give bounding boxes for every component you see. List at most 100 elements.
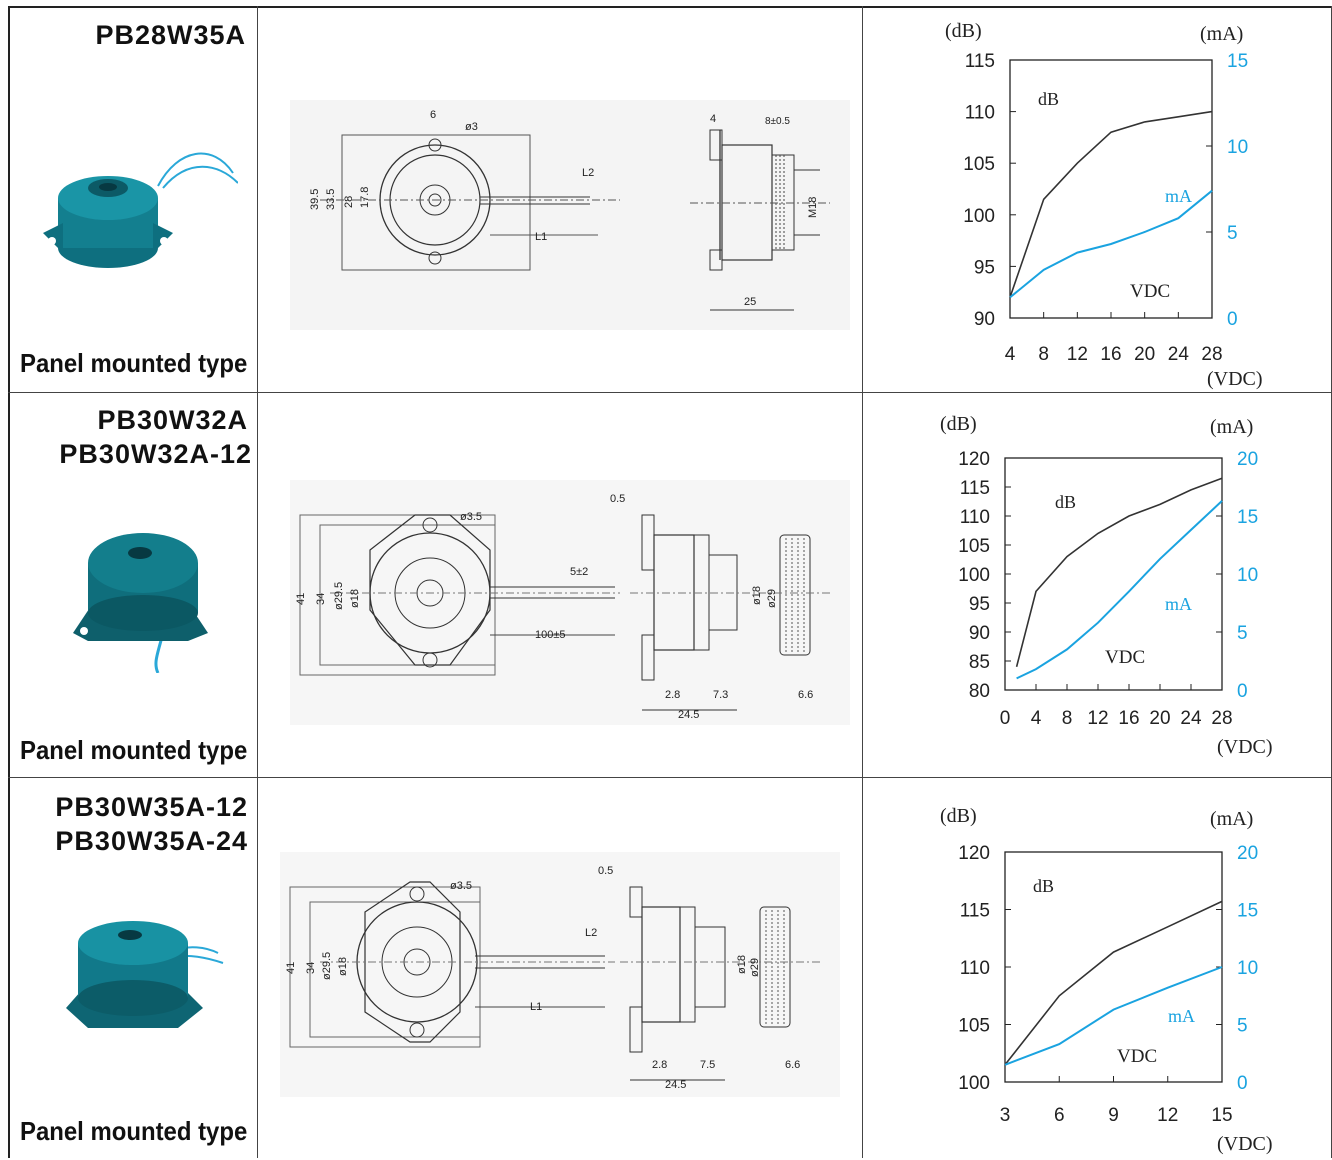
left-tick-label: 115 [960, 478, 990, 499]
right-axis-unit: (mA) [1210, 808, 1253, 830]
left-tick-label: 115 [965, 51, 995, 72]
row-divider [8, 392, 1332, 393]
dim-label: L1 [530, 1001, 542, 1013]
left-axis-unit: (dB) [940, 413, 977, 435]
vdc-label: VDC [1117, 1046, 1157, 1067]
x-tick-label: 0 [1000, 708, 1011, 729]
dim-label: 39.5 [309, 189, 321, 210]
dim-label: ø29 [766, 589, 778, 608]
model-name: PB30W35A-24 [55, 826, 248, 856]
db-series-label: dB [1038, 89, 1059, 109]
dim-label: 8±0.5 [765, 116, 790, 127]
x-tick-label: 20 [1134, 344, 1155, 365]
x-tick-label: 4 [1031, 708, 1042, 729]
dim-label: ø29 [749, 958, 761, 977]
dim-label: ø3.5 [460, 511, 482, 523]
x-tick-label: 12 [1157, 1105, 1178, 1126]
ma-series-label: mA [1165, 594, 1192, 614]
dim-label: 24.5 [678, 709, 699, 721]
dim-label: 24.5 [665, 1079, 686, 1091]
right-tick-label: 5 [1237, 1016, 1248, 1037]
x-tick-label: 28 [1211, 708, 1232, 729]
buzzer-photo [43, 152, 238, 268]
product-cell: PB28W35A Panel mounted type [8, 8, 256, 392]
right-tick-label: 0 [1237, 681, 1248, 702]
x-tick-label: 28 [1201, 344, 1222, 365]
left-tick-label: 90 [969, 623, 990, 644]
dim-label: 6.6 [798, 689, 813, 701]
dim-label: L2 [585, 927, 597, 939]
product-cell: PB30W35A-12 PB30W35A-24 Panel mounted ty… [8, 778, 256, 1158]
dim-label: 33.5 [325, 189, 337, 210]
right-tick-label: 20 [1237, 449, 1258, 470]
x-tick-label: 8 [1062, 708, 1073, 729]
model-name: PB30W35A-12 [55, 792, 248, 822]
x-tick-label: 3 [1000, 1105, 1011, 1126]
right-tick-label: 20 [1237, 843, 1258, 864]
left-tick-label: 95 [969, 594, 990, 615]
dim-label: 100±5 [535, 629, 566, 641]
dim-label: L2 [582, 167, 594, 179]
row-divider [8, 777, 1332, 778]
x-tick-label: 16 [1118, 708, 1139, 729]
dim-label: 5±2 [570, 566, 588, 578]
left-tick-label: 115 [960, 901, 990, 922]
dim-label: 41 [295, 593, 307, 605]
left-tick-label: 110 [960, 958, 990, 979]
spec-table [8, 6, 1332, 1158]
dim-label: 0.5 [610, 493, 625, 505]
ma-series-label: mA [1165, 186, 1192, 206]
dimension-drawing: ø3.5 41 34 ø29.5 ø18 5±2 100±5 0.5 ø18 ø… [290, 480, 850, 725]
right-tick-label: 5 [1237, 623, 1248, 644]
x-tick-label: 4 [1005, 344, 1016, 365]
dim-label: 25 [744, 296, 756, 308]
db-series-line [1015, 477, 1223, 667]
vdc-label: VDC [1105, 647, 1145, 668]
x-tick-label: 6 [1054, 1105, 1065, 1126]
left-tick-label: 90 [974, 309, 995, 330]
x-axis-unit: (VDC) [1207, 368, 1263, 390]
left-tick-label: 110 [965, 103, 995, 124]
dim-label: 34 [305, 962, 317, 974]
db-series-label: dB [1055, 492, 1076, 512]
dim-label: ø18 [337, 957, 349, 976]
model-name: PB30W32A-12 [59, 439, 252, 469]
dim-label: 6 [430, 109, 436, 121]
model-name: PB30W32A [97, 405, 248, 435]
left-tick-label: 80 [969, 681, 990, 702]
product-cell: PB30W32A PB30W32A-12 Panel mounted type [8, 393, 256, 777]
dim-label: ø29.5 [333, 582, 345, 610]
ma-series-line [1009, 189, 1213, 299]
ma-series-label: mA [1168, 1006, 1195, 1026]
type-label: Panel mounted type [20, 735, 248, 765]
x-tick-label: 15 [1211, 1105, 1232, 1126]
dim-label: ø18 [349, 589, 361, 608]
dim-label: 4 [710, 113, 716, 125]
chart-svg: (dB) (mA)(VDC)120115110105100959085802015… [940, 413, 1273, 758]
x-tick-label: 24 [1180, 708, 1202, 729]
db-series-line [1004, 900, 1223, 1066]
vdc-label: VDC [1130, 281, 1170, 302]
dim-label: 34 [315, 593, 327, 605]
right-tick-label: 5 [1227, 223, 1238, 244]
dim-label: 7.5 [700, 1059, 715, 1071]
right-axis-unit: (mA) [1200, 23, 1243, 45]
left-tick-label: 105 [958, 1016, 990, 1037]
dim-label: ø29.5 [321, 952, 333, 980]
left-tick-label: 85 [969, 652, 990, 673]
right-axis-unit: (mA) [1210, 416, 1253, 438]
x-tick-label: 20 [1149, 708, 1170, 729]
x-tick-label: 24 [1168, 344, 1190, 365]
left-axis-unit: (dB) [945, 20, 982, 42]
dim-label: 17.8 [359, 187, 371, 208]
left-tick-label: 105 [958, 536, 990, 557]
type-label: Panel mounted type [20, 1116, 248, 1146]
x-tick-label: 12 [1067, 344, 1088, 365]
dim-label: 6.6 [785, 1059, 800, 1071]
ma-series-line [1016, 500, 1223, 680]
x-axis-unit: (VDC) [1217, 736, 1273, 758]
dim-label: 2.8 [652, 1059, 667, 1071]
x-axis-unit: (VDC) [1217, 1133, 1273, 1155]
left-tick-label: 95 [974, 257, 995, 278]
